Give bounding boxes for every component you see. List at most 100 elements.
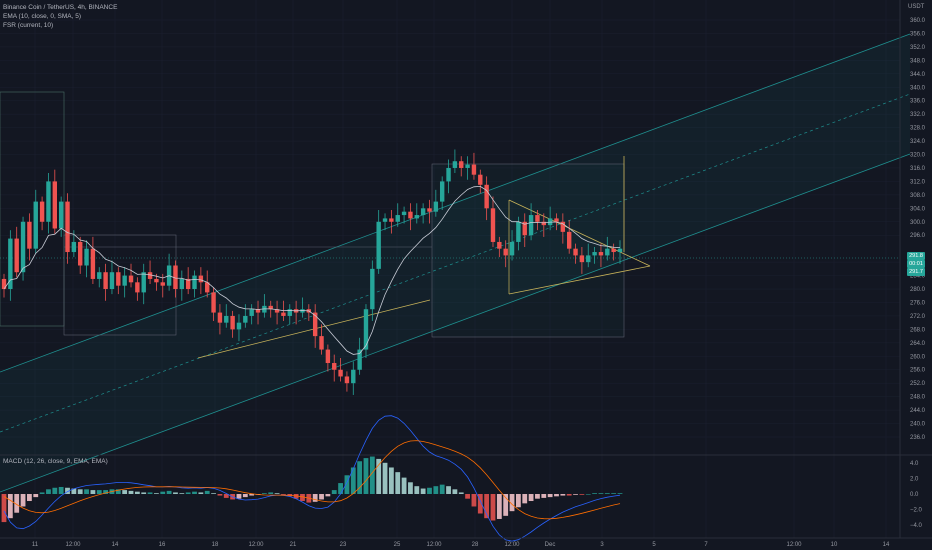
macd-bar: [528, 494, 534, 502]
price-tick-label: 304.0: [910, 206, 926, 212]
macd-bar: [566, 494, 572, 496]
time-tick-label: 12:00: [504, 542, 520, 548]
candle-body: [560, 221, 566, 232]
candle-body: [33, 201, 38, 249]
macd-bar: [484, 494, 490, 519]
time-tick-label: 12:00: [248, 542, 264, 548]
macd-bar: [604, 493, 610, 494]
candle-body: [344, 376, 350, 384]
price-tick-label: 272.0: [910, 314, 926, 320]
candle-body: [185, 278, 191, 290]
candle-body: [433, 201, 439, 212]
candle-body: [84, 248, 89, 266]
macd-bar: [376, 458, 382, 494]
macd-bar: [198, 492, 204, 494]
range-box-left[interactable]: [0, 91, 65, 327]
candle-body: [554, 218, 559, 222]
price-tick-label: 348.0: [910, 58, 926, 64]
macd-bar: [331, 490, 337, 494]
symbol-legend[interactable]: Binance Coin / TetherUS, 4h, BINANCE: [3, 4, 118, 11]
price-tick-label: 296.0: [910, 233, 926, 239]
candle-body: [255, 309, 261, 313]
price-tick-label: 316.0: [910, 166, 926, 172]
channel-upper-line[interactable]: [0, 33, 911, 373]
macd-axis[interactable]: 4.0 2.0 0.0 −2.0 −4.0: [910, 461, 923, 529]
macd-bar: [217, 494, 223, 496]
candle-body: [230, 315, 235, 330]
candle-body: [427, 208, 432, 212]
time-tick-label: 5: [652, 542, 656, 548]
candle-body: [478, 174, 483, 185]
candle-body: [439, 181, 445, 202]
time-tick-label: 12:00: [786, 542, 802, 548]
price-tick-label: 308.0: [910, 193, 926, 199]
candle-body: [325, 349, 331, 364]
macd-bar: [173, 492, 178, 494]
candle-body: [446, 167, 451, 182]
macd-bar: [439, 484, 445, 494]
candle-body: [52, 181, 58, 229]
candle-body: [370, 268, 375, 310]
time-tick-label: 21: [290, 542, 297, 548]
currency-label: USDT: [908, 4, 925, 10]
candle-body: [611, 248, 616, 253]
macd-bar: [446, 486, 451, 494]
macd-bar: [14, 494, 20, 513]
regression-channel-fill: [0, 34, 910, 492]
triangle-upper-line[interactable]: [508, 199, 651, 267]
price-tick-label: 352.0: [910, 45, 926, 51]
macd-bar: [598, 493, 604, 494]
macd-bar: [1, 494, 7, 523]
price-tick-label: 252.0: [910, 381, 926, 387]
time-axis[interactable]: 11 12:00 14 16 18 12:00 21 23 25 12:00 28 12:00 Dec 3…: [32, 542, 890, 548]
candle-body: [109, 272, 115, 290]
macd-bar: [7, 494, 13, 519]
candle-body: [471, 164, 477, 175]
macd-legend[interactable]: MACD (12, 26, close, 9, EMA, EMA): [3, 458, 108, 465]
candle-body: [116, 272, 121, 286]
candle-body: [205, 282, 210, 293]
candle-body: [1, 278, 7, 290]
macd-bar: [363, 458, 369, 494]
macd-bar: [71, 488, 77, 494]
candle-body: [198, 275, 204, 283]
macd-bar: [401, 477, 407, 494]
candle-body: [211, 292, 216, 313]
time-tick-label: 28: [472, 542, 479, 548]
fsr-legend[interactable]: FSR (current, 10): [3, 22, 54, 29]
macd-bar: [20, 494, 26, 507]
time-tick-label: 14: [883, 542, 890, 548]
macd-bar: [617, 493, 623, 494]
price-tick-label: 300.0: [910, 220, 926, 226]
macd-bar: [281, 494, 286, 495]
price-axis[interactable]: 360.0 356.0 352.0 348.0 344.0 340.0 336.0 332.0…: [910, 18, 926, 441]
range-box-top[interactable]: [431, 163, 625, 338]
price-tick-label: 284.0: [910, 274, 926, 280]
channel-lower-line[interactable]: [0, 153, 911, 493]
time-tick-label: 3: [600, 542, 604, 548]
macd-bar: [115, 489, 121, 494]
time-tick-label: 18: [212, 542, 219, 548]
candle-body: [179, 278, 185, 290]
macd-bar: [268, 492, 274, 494]
macd-bar: [249, 494, 255, 496]
ema-legend[interactable]: EMA (10, close, 0, SMA, 5): [3, 13, 82, 20]
candle-body: [586, 255, 591, 263]
time-tick-label: 25: [394, 542, 401, 548]
macd-bar: [185, 492, 191, 494]
macd-bar: [128, 490, 134, 494]
candle-body: [97, 272, 102, 279]
price-tick-label: 360.0: [910, 18, 926, 24]
countdown-tag: 00:01: [907, 260, 925, 268]
macd-bar: [503, 494, 509, 516]
price-tick-label: 340.0: [910, 85, 926, 91]
price-tick-label: 248.0: [910, 395, 926, 401]
price-tick-label: 260.0: [910, 354, 926, 360]
macd-tick-label: 0.0: [910, 492, 919, 498]
macd-bar: [579, 494, 585, 495]
candle-body: [605, 248, 610, 256]
macd-bar: [58, 486, 64, 494]
macd-bar: [573, 494, 578, 495]
triangle-lower-line[interactable]: [508, 265, 651, 295]
